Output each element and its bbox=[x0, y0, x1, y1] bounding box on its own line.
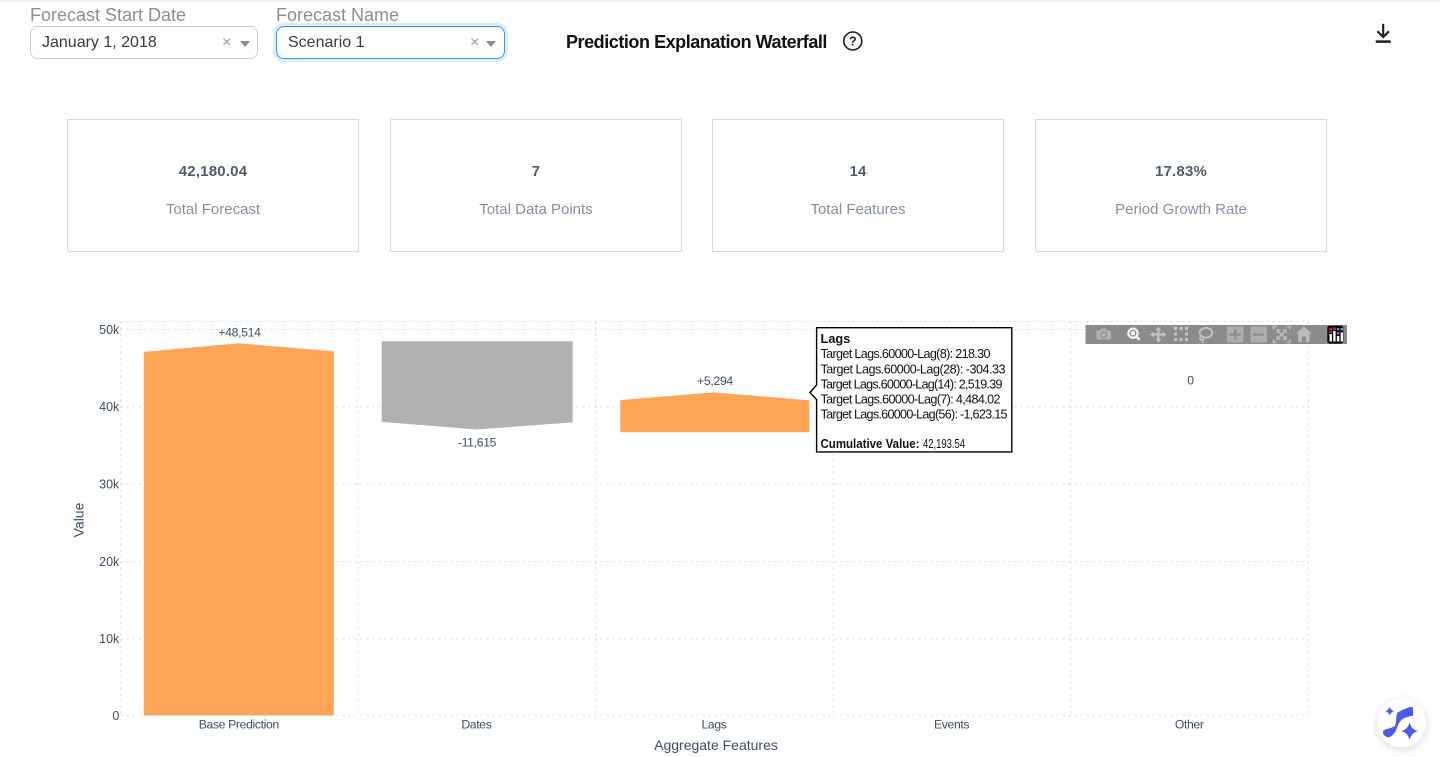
svg-text:30k: 30k bbox=[99, 478, 120, 492]
svg-text:Lags: Lags bbox=[701, 718, 726, 732]
svg-text:Value: Value bbox=[71, 502, 87, 537]
svg-text:42,193.54: 42,193.54 bbox=[923, 437, 965, 451]
svg-text:Dates: Dates bbox=[461, 718, 491, 732]
svg-text:20k: 20k bbox=[99, 555, 120, 569]
svg-text:Target Lags.60000-Lag(28): -30: Target Lags.60000-Lag(28): -304.33 bbox=[821, 362, 1006, 376]
svg-text:10k: 10k bbox=[99, 632, 120, 646]
svg-text:Target Lags.60000-Lag(14): 2,5: Target Lags.60000-Lag(14): 2,519.39 bbox=[821, 377, 1003, 391]
svg-text:0: 0 bbox=[1187, 374, 1194, 388]
svg-text:+48,514: +48,514 bbox=[218, 325, 261, 339]
svg-text:Target Lags.60000-Lag(7): 4,48: Target Lags.60000-Lag(7): 4,484.02 bbox=[821, 393, 1001, 407]
svg-text:Cumulative Value:: Cumulative Value: bbox=[821, 437, 920, 451]
svg-text:Lags: Lags bbox=[821, 331, 851, 346]
svg-text:Target Lags.60000-Lag(56): -1,: Target Lags.60000-Lag(56): -1,623.15 bbox=[821, 408, 1008, 422]
svg-text:?: ? bbox=[849, 34, 857, 48]
svg-text:Events: Events bbox=[934, 718, 969, 732]
svg-text:Aggregate Features: Aggregate Features bbox=[654, 737, 778, 753]
svg-text:Other: Other bbox=[1175, 718, 1204, 732]
svg-text:0: 0 bbox=[112, 709, 119, 723]
svg-text:Target Lags.60000-Lag(8): 218.: Target Lags.60000-Lag(8): 218.30 bbox=[821, 347, 991, 361]
svg-text:50k: 50k bbox=[99, 323, 120, 337]
svg-text:40k: 40k bbox=[99, 400, 120, 414]
svg-text:Base Prediction: Base Prediction bbox=[199, 718, 279, 732]
svg-text:+5,294: +5,294 bbox=[697, 374, 733, 388]
svg-text:-11,615: -11,615 bbox=[458, 436, 497, 450]
